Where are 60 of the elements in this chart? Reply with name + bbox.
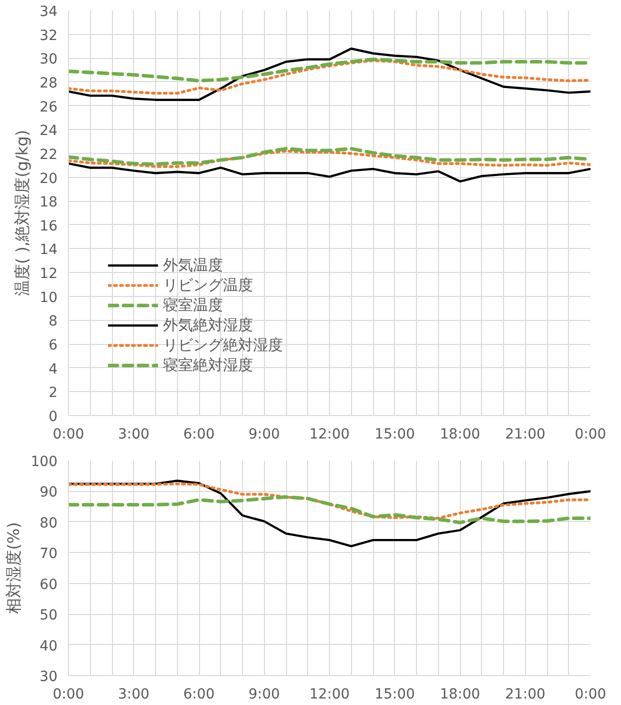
x-tick-label: 15:00 bbox=[374, 426, 415, 442]
y-axis-title: 相対湿度(%) bbox=[4, 522, 23, 614]
y-tick-label: 2 bbox=[48, 385, 58, 402]
y-tick-label: 22 bbox=[40, 146, 58, 163]
legend-label: リビング温度 bbox=[163, 276, 253, 294]
x-tick-label: 9:00 bbox=[248, 686, 280, 702]
y-tick-label: 10 bbox=[40, 290, 58, 306]
y-axis-title: 温度( ),絶対湿度(g/kg) bbox=[12, 130, 32, 296]
y-tick-label: 6 bbox=[48, 338, 58, 354]
y-tick-label: 8 bbox=[48, 314, 58, 330]
y-tick-label: 60 bbox=[40, 576, 58, 593]
legend-label: 寝室絶対湿度 bbox=[163, 356, 253, 374]
x-tick-label: 0:00 bbox=[574, 426, 606, 442]
y-tick-label: 40 bbox=[40, 638, 58, 654]
x-tick-label: 6:00 bbox=[183, 686, 215, 702]
legend-label: 外気温度 bbox=[163, 256, 223, 274]
y-tick-label: 50 bbox=[40, 608, 58, 624]
y-tick-label: 28 bbox=[40, 75, 58, 92]
line-series bbox=[68, 162, 590, 183]
x-tick-label: 18:00 bbox=[440, 686, 480, 702]
y-tick-label: 80 bbox=[40, 515, 58, 532]
y-tick-label: 30 bbox=[40, 669, 58, 685]
x-tick-label: 3:00 bbox=[118, 686, 150, 702]
y-tick-label: 18 bbox=[40, 194, 58, 211]
x-tick-label: 9:00 bbox=[248, 426, 280, 442]
x-tick-label: 0:00 bbox=[52, 426, 84, 442]
x-tick-label: 6:00 bbox=[183, 426, 215, 442]
y-tick-label: 32 bbox=[40, 28, 58, 44]
x-tick-label: 15:00 bbox=[374, 686, 415, 702]
y-tick-label: 20 bbox=[40, 170, 58, 187]
line-series bbox=[68, 59, 590, 95]
x-tick-label: 21:00 bbox=[505, 686, 546, 702]
x-tick-label: 21:00 bbox=[505, 426, 546, 442]
x-tick-label: 12:00 bbox=[309, 426, 350, 442]
x-tick-label: 12:00 bbox=[309, 686, 350, 702]
y-tick-label: 30 bbox=[40, 52, 58, 68]
x-tick-label: 18:00 bbox=[440, 426, 480, 442]
legend-label: リビング絶対湿度 bbox=[163, 336, 283, 354]
y-tick-label: 34 bbox=[40, 4, 58, 20]
y-tick-label: 0 bbox=[48, 409, 58, 425]
line-series bbox=[68, 150, 590, 168]
y-tick-label: 70 bbox=[40, 546, 58, 562]
legend-label: 外気絶対湿度 bbox=[163, 316, 253, 334]
y-tick-label: 100 bbox=[30, 454, 58, 470]
x-tick-label: 0:00 bbox=[52, 686, 84, 702]
line-series bbox=[68, 48, 590, 101]
y-tick-label: 90 bbox=[40, 484, 58, 501]
y-tick-label: 14 bbox=[40, 242, 58, 258]
x-tick-label: 3:00 bbox=[118, 426, 150, 442]
y-tick-label: 16 bbox=[40, 218, 58, 234]
line-series bbox=[68, 482, 590, 520]
y-tick-label: 26 bbox=[40, 99, 58, 116]
line-series bbox=[68, 480, 590, 548]
line-series bbox=[68, 58, 590, 83]
y-tick-label: 4 bbox=[48, 361, 58, 378]
legend-label: 寝室温度 bbox=[163, 296, 223, 314]
line-series bbox=[68, 495, 590, 524]
x-tick-label: 0:00 bbox=[574, 686, 606, 702]
y-tick-label: 24 bbox=[40, 123, 58, 140]
y-tick-label: 12 bbox=[40, 266, 58, 282]
